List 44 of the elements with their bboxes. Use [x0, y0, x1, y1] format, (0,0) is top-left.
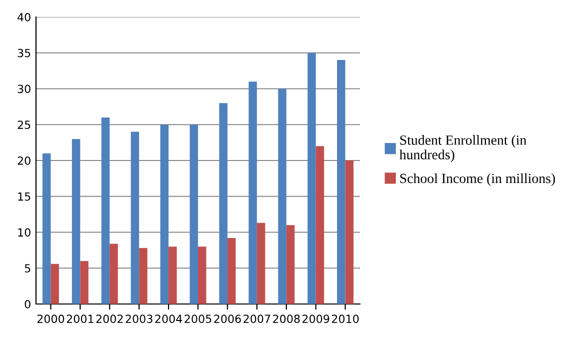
- y-tick-label: 15: [18, 192, 30, 201]
- x-tick-label: 2007: [244, 314, 270, 324]
- legend-label: School Income (in millions): [400, 173, 555, 186]
- bar: [256, 222, 266, 304]
- bar: [286, 225, 295, 304]
- bar: [248, 82, 257, 304]
- x-tick-label: 2004: [155, 314, 182, 324]
- bar: [110, 244, 118, 304]
- y-tick-label: 25: [18, 120, 30, 130]
- bar: [308, 52, 316, 304]
- bar: [190, 124, 198, 304]
- bar: [130, 132, 140, 304]
- bar: [337, 60, 346, 304]
- bar: [50, 264, 59, 304]
- bar: [278, 88, 286, 304]
- y-tick-label: 10: [18, 228, 30, 237]
- y-tick-label: 5: [24, 264, 30, 273]
- y-tick-label: 30: [18, 84, 30, 94]
- bar: [42, 153, 51, 304]
- y-tick-label: 40: [18, 12, 30, 22]
- bar: [316, 146, 324, 304]
- bar: [160, 124, 169, 304]
- y-tick-label: 35: [18, 48, 30, 58]
- x-tick-label: 2001: [66, 314, 94, 324]
- x-tick-label: 2010: [332, 314, 359, 324]
- x-tick-label: 2009: [302, 314, 330, 324]
- x-tick-label: 2003: [126, 314, 152, 324]
- x-tick-label: 2008: [273, 314, 300, 324]
- legend-label: Student Enrollment (in hundreds): [399, 135, 526, 162]
- x-tick-label: 2002: [96, 314, 123, 324]
- bar: [219, 103, 228, 304]
- bar: [168, 246, 177, 304]
- x-tick-label: 2000: [37, 314, 64, 324]
- y-tick-label: 20: [18, 156, 30, 165]
- x-tick-label: 2006: [214, 314, 241, 324]
- y-tick-label: 0: [24, 300, 30, 308]
- bar: [101, 117, 110, 304]
- x-tick-label: 2005: [184, 314, 212, 324]
- bar: [227, 238, 236, 304]
- bar: [198, 246, 206, 304]
- bar: [139, 248, 148, 304]
- bar: [80, 260, 88, 304]
- bar: [345, 160, 354, 304]
- bar: [72, 138, 80, 304]
